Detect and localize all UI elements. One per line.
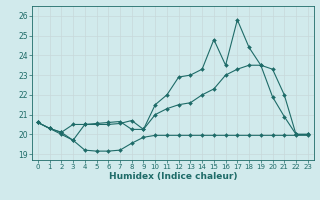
X-axis label: Humidex (Indice chaleur): Humidex (Indice chaleur) [108,172,237,181]
